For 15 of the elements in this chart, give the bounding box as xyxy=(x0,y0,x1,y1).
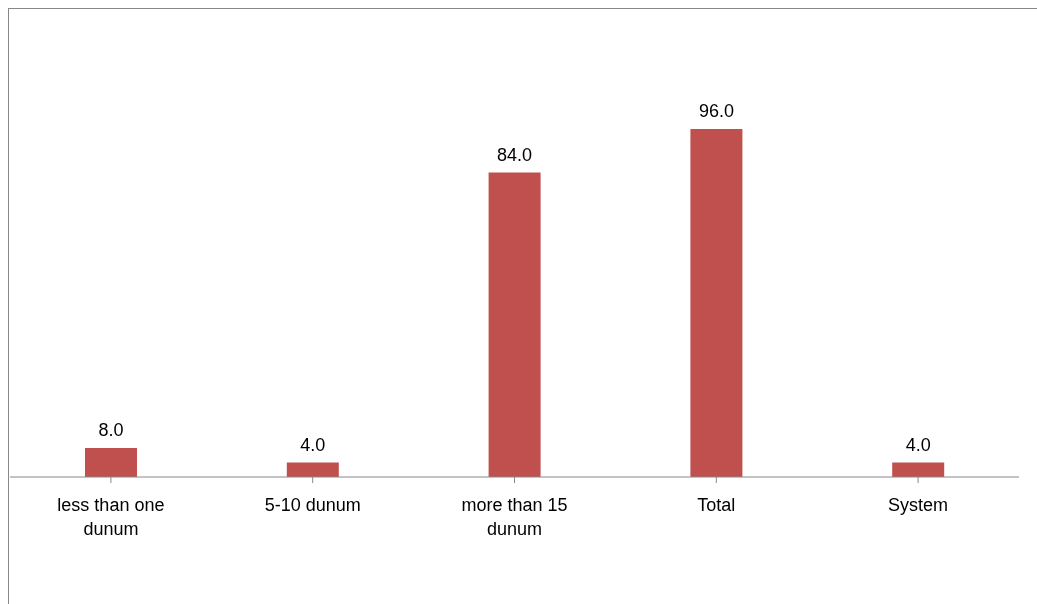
x-tick-label: 5-10 dunum xyxy=(264,495,361,515)
data-label: 96.0 xyxy=(698,101,734,121)
x-tick-label: Total xyxy=(697,495,736,515)
bar xyxy=(85,448,137,477)
x-tick-label: more than 15 dunum xyxy=(461,495,568,539)
x-tick-label: System xyxy=(888,495,949,515)
bar xyxy=(488,172,541,477)
data-label: 84.0 xyxy=(497,144,533,165)
bar xyxy=(690,129,743,477)
bar xyxy=(892,462,945,477)
x-tick-label: less than one dunum xyxy=(57,495,165,539)
data-label: 4.0 xyxy=(905,434,931,455)
bar xyxy=(286,462,339,477)
data-label: 8.0 xyxy=(98,420,124,440)
data-label: 4.0 xyxy=(300,434,326,455)
